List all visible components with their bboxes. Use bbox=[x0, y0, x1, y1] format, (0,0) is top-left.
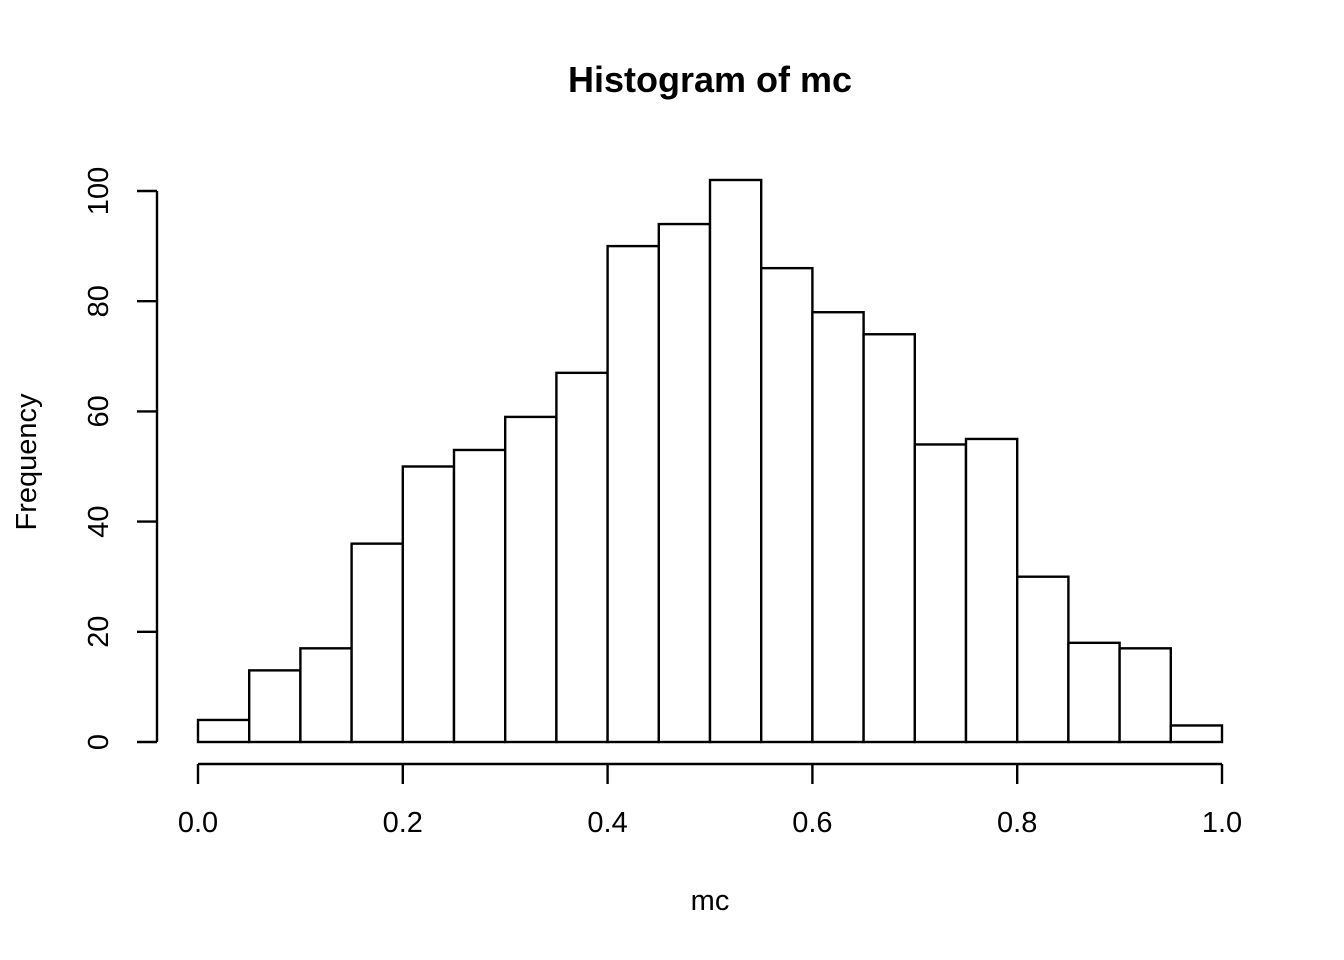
histogram-bar bbox=[350, 542, 405, 744]
y-axis-label: Frequency bbox=[11, 393, 43, 531]
histogram-bar bbox=[760, 266, 814, 744]
histogram-bar bbox=[964, 437, 1019, 744]
y-axis: 0 20 40 60 80 100 bbox=[83, 167, 159, 750]
x-tick-label: 0.0 bbox=[178, 807, 218, 839]
y-tick-label: 0 bbox=[83, 734, 115, 750]
histogram-bar bbox=[1118, 647, 1172, 744]
histogram-bar bbox=[247, 669, 302, 744]
x-axis: 0.0 0.2 0.4 0.6 0.8 1.0 bbox=[178, 762, 1242, 839]
x-tick-label: 1.0 bbox=[1202, 807, 1242, 839]
histogram-bar bbox=[452, 448, 507, 744]
histogram-bar bbox=[862, 333, 916, 744]
y-tick-label: 80 bbox=[83, 285, 115, 317]
x-tick-label: 0.6 bbox=[792, 807, 832, 839]
histogram-bar bbox=[657, 222, 712, 744]
y-tick-label: 20 bbox=[83, 616, 115, 648]
x-axis-label: mc bbox=[691, 885, 730, 917]
histogram-bar bbox=[708, 178, 763, 744]
histogram-bar bbox=[811, 311, 865, 744]
histogram-bar bbox=[1169, 724, 1224, 744]
histogram-bar bbox=[1067, 641, 1121, 744]
histogram-bar bbox=[196, 718, 251, 744]
x-tick-label: 0.8 bbox=[997, 807, 1037, 839]
x-tick-label: 0.4 bbox=[587, 807, 627, 839]
chart-title: Histogram of mc bbox=[568, 59, 852, 100]
bars-group bbox=[196, 178, 1224, 744]
histogram-bar bbox=[913, 443, 968, 744]
histogram-bar bbox=[555, 371, 609, 744]
y-tick-label: 100 bbox=[83, 167, 115, 215]
x-tick-label: 0.2 bbox=[383, 807, 423, 839]
histogram-bar bbox=[1016, 575, 1070, 744]
histogram-bar bbox=[504, 415, 558, 744]
histogram-bar bbox=[299, 647, 353, 744]
histogram-bar bbox=[401, 465, 456, 744]
y-tick-label: 40 bbox=[83, 505, 115, 537]
histogram-bar bbox=[606, 244, 660, 744]
y-tick-label: 60 bbox=[83, 395, 115, 427]
